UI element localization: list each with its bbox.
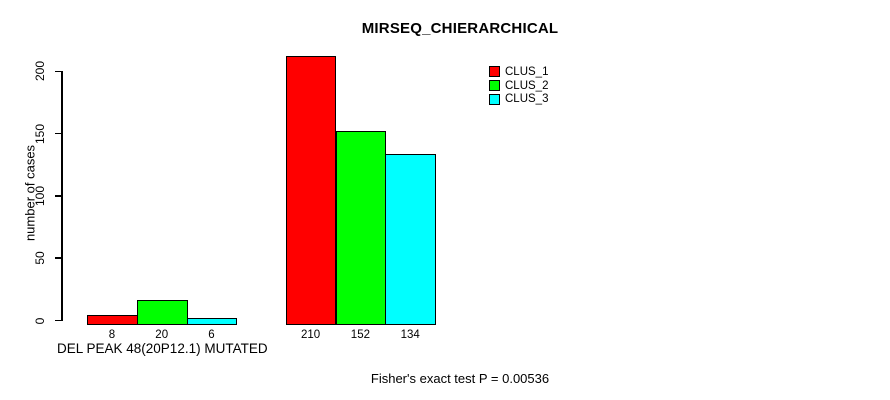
y-tick-mark — [55, 70, 62, 73]
legend-label-clus-1: CLUS_1 — [505, 65, 549, 78]
y-tick-label: 100 — [33, 185, 47, 206]
legend-swatch-clus-3-icon — [489, 93, 500, 105]
legend-row-clus-3: CLUS_3 — [489, 93, 548, 107]
bar-value-label: 8 — [108, 329, 116, 341]
bar-value-label: 210 — [300, 329, 321, 341]
bar-clus_1-group2 — [285, 56, 337, 326]
legend-swatch-clus-1-icon — [489, 66, 500, 78]
y-tick-mark — [55, 319, 62, 322]
y-tick-mark — [55, 195, 62, 197]
bar-value-label: 20 — [155, 329, 169, 341]
legend-row-clus-1: CLUS_1 — [489, 65, 548, 79]
bar-value-label: 134 — [400, 329, 420, 341]
y-tick-label: 200 — [33, 61, 47, 82]
x-axis-label: DEL PEAK 48(20P12.1) MUTATED — [57, 341, 268, 356]
chart-title: MIRSEQ_CHIERARCHICAL — [361, 20, 559, 37]
legend-label-clus-2: CLUS_2 — [505, 79, 549, 92]
bar-value-label: 152 — [350, 329, 370, 341]
bar-clus_1-group1 — [87, 315, 138, 326]
legend-row-clus-2: CLUS_2 — [489, 79, 548, 93]
y-tick-label: 50 — [33, 251, 47, 265]
y-tick-mark — [55, 257, 62, 259]
legend: CLUS_1 CLUS_2 CLUS_3 — [489, 65, 548, 106]
y-tick-mark — [55, 132, 62, 135]
bar-clus_3-group2 — [385, 153, 437, 326]
y-tick-label: 150 — [33, 123, 47, 144]
y-tick-label: 0 — [33, 317, 47, 324]
bar-clus_2-group1 — [136, 299, 188, 326]
bar-clus_2-group2 — [335, 130, 387, 326]
bar-clus_3-group1 — [186, 317, 238, 326]
annotation-text: Fisher's exact test P = 0.00536 — [370, 371, 550, 386]
bar-value-label: 6 — [208, 329, 215, 341]
legend-swatch-clus-2-icon — [489, 80, 500, 92]
legend-label-clus-3: CLUS_3 — [505, 93, 549, 106]
